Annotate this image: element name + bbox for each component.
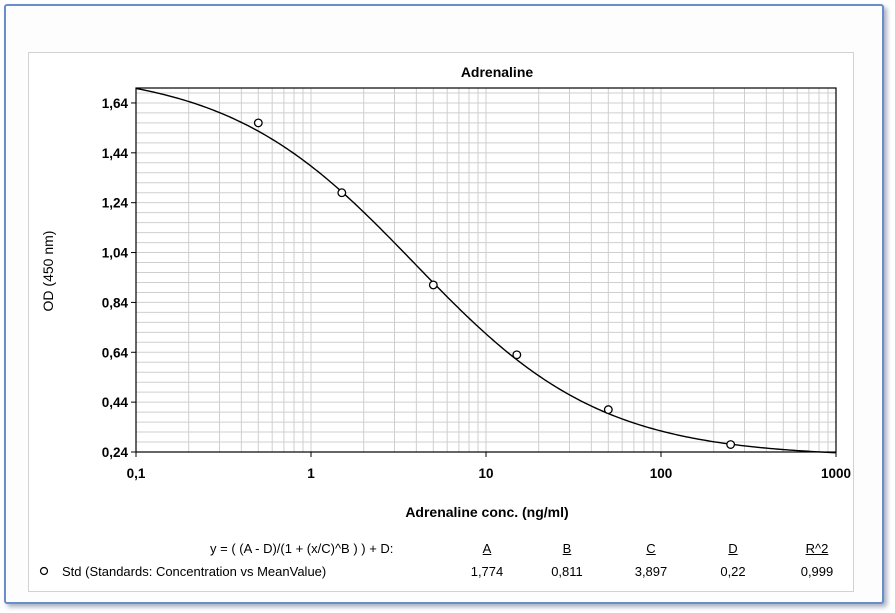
chart-title: Adrenaline — [461, 64, 534, 80]
y-axis-label: OD (450 nm) — [40, 231, 56, 312]
param-header-b: B — [562, 541, 572, 556]
param-value-b: 0,811 — [551, 564, 583, 579]
param-value-d: 0,22 — [720, 564, 746, 579]
y-axis-ticks: 0,24 0,44 0,64 0,84 1,04 1,24 1,44 1,64 — [102, 96, 136, 460]
x-tick-label: 0,1 — [127, 466, 146, 481]
x-tick-label: 100 — [650, 466, 673, 481]
fit-curve — [135, 87, 837, 454]
data-point — [512, 350, 522, 360]
x-tick-label: 1000 — [821, 466, 851, 481]
param-value-a: 1,774 — [470, 564, 504, 579]
y-tick-label: 0,24 — [102, 445, 129, 460]
data-point — [428, 280, 438, 290]
param-value-c: 3,897 — [634, 564, 668, 579]
data-point — [253, 118, 263, 128]
y-tick-label: 1,64 — [102, 96, 129, 111]
y-tick-label: 1,04 — [102, 246, 129, 261]
param-header-c: C — [646, 541, 656, 556]
data-point — [337, 188, 347, 198]
legend-series-label: Std (Standards: Concentration vs MeanVal… — [62, 564, 327, 579]
x-axis-ticks: 0,1 1 10 100 1000 — [127, 452, 851, 481]
x-tick-label: 1 — [307, 466, 315, 481]
y-tick-label: 1,44 — [102, 146, 129, 161]
param-header-r2: R^2 — [805, 541, 829, 556]
y-tick-label: 0,64 — [102, 345, 129, 360]
y-tick-label: 0,84 — [102, 295, 129, 310]
data-point — [603, 405, 613, 415]
y-tick-label: 0,44 — [102, 395, 129, 410]
legend-marker — [39, 566, 49, 576]
fit-equation: y = ( (A - D)/(1 + (x/C)^B ) ) + D: — [210, 541, 394, 556]
x-tick-label: 10 — [478, 466, 493, 481]
param-header-a: A — [482, 541, 492, 556]
param-value-r2: 0,999 — [800, 564, 834, 579]
x-axis-label: Adrenaline conc. (ng/ml) — [405, 504, 568, 520]
grid — [135, 88, 836, 453]
y-tick-label: 1,24 — [102, 196, 129, 211]
data-points — [253, 118, 736, 449]
param-header-d: D — [728, 541, 738, 556]
data-point — [726, 440, 736, 449]
